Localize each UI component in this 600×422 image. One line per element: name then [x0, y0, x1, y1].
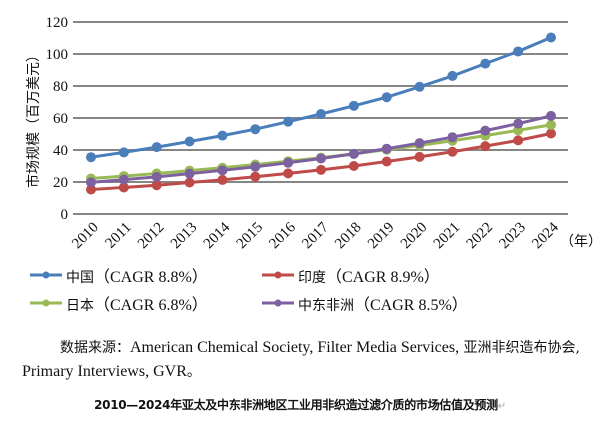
data-point: [381, 156, 392, 167]
data-point: [316, 164, 326, 175]
data-point: [151, 171, 162, 182]
data-point: [118, 147, 129, 158]
data-point: [447, 146, 458, 157]
legend-item-india: 印度（CAGR 8.9%）: [260, 263, 440, 287]
legend-label-china: 中国（CAGR 8.8%）: [66, 269, 208, 286]
data-point: [250, 161, 261, 172]
x-tick-label: 2019: [365, 220, 398, 253]
legend-item-japan: 日本（CAGR 6.8%）: [28, 291, 208, 315]
x-tick-label: 2015: [234, 220, 267, 253]
data-point: [86, 177, 96, 188]
data-point: [86, 152, 96, 163]
x-tick-label: 2021: [431, 220, 464, 253]
data-point: [513, 118, 524, 129]
y-tick-label: 80: [53, 79, 68, 95]
data-point: [414, 138, 425, 149]
legend-marker-mea: [262, 299, 294, 307]
data-point: [414, 81, 425, 92]
data-point: [381, 143, 392, 154]
x-tick-label: 2020: [398, 220, 431, 253]
x-tick-label: 2011: [103, 220, 135, 252]
data-point: [184, 177, 195, 188]
data-point: [546, 128, 556, 139]
legend-item-mea: 中东非洲（CAGR 8.5%）: [260, 291, 468, 315]
data-point: [217, 174, 228, 185]
paragraph-mark-icon: ↵: [497, 401, 506, 412]
data-point: [414, 151, 425, 162]
data-point: [151, 180, 162, 191]
data-point: [86, 184, 96, 195]
data-point: [447, 132, 458, 143]
x-tick-label: 2017: [299, 219, 332, 252]
x-tick-label: 2013: [168, 220, 201, 253]
data-point: [283, 157, 294, 168]
series-group: [86, 32, 556, 195]
y-tick-label: 20: [53, 175, 68, 191]
data-point: [283, 116, 294, 127]
data-point: [480, 141, 491, 152]
data-point: [217, 165, 228, 176]
x-axis-label: （年）: [560, 234, 600, 250]
data-point: [250, 124, 261, 135]
legend-marker-japan: [30, 299, 62, 307]
data-point: [217, 130, 228, 141]
line-chart: 0 20 40 60 80 100 120 2010 2011 2012 2013 2014 2015…: [25, 15, 600, 252]
data-point: [546, 110, 556, 121]
x-tick-label: 2016: [266, 219, 299, 252]
y-tick-label: 100: [46, 47, 69, 63]
data-source-note: 数据来源：American Chemical Society, Filter M…: [22, 339, 580, 380]
data-point: [513, 135, 524, 146]
legend-label-japan: 日本（CAGR 6.8%）: [66, 297, 208, 314]
legend-marker-india: [262, 271, 294, 279]
data-point: [184, 168, 195, 179]
legend-label-india: 印度（CAGR 8.9%）: [298, 269, 440, 286]
data-point: [316, 109, 326, 119]
x-tick-label: 2018: [332, 220, 365, 253]
data-point: [118, 174, 129, 185]
legend-item-china: 中国（CAGR 8.8%）: [28, 263, 208, 287]
data-point: [184, 136, 195, 147]
figure-caption: 2010—2024年亚太及中东非洲地区工业用非织造过滤介质的市场估值及预测↵: [94, 398, 506, 412]
data-point: [348, 148, 359, 159]
x-tick-label: 2022: [464, 220, 497, 253]
x-tick-label: 2014: [201, 219, 234, 252]
data-point: [283, 168, 294, 179]
data-point: [118, 182, 129, 193]
y-tick-label: 60: [53, 111, 68, 127]
data-point: [348, 161, 359, 171]
data-point: [381, 92, 392, 103]
x-tick-label: 2010: [69, 220, 102, 253]
series-3: [86, 110, 556, 188]
series-1: [86, 128, 556, 195]
y-tick-label: 40: [53, 143, 68, 159]
y-tick-label: 120: [46, 15, 69, 31]
series-0: [86, 32, 556, 163]
y-axis-label: 市场规模（百万美元）: [25, 48, 42, 188]
x-tick-label: 2024: [529, 219, 562, 252]
data-point: [316, 153, 326, 164]
x-tick-label: 2012: [135, 220, 168, 253]
data-point: [250, 171, 261, 182]
data-point: [480, 58, 491, 69]
legend-label-mea: 中东非洲（CAGR 8.5%）: [298, 297, 468, 314]
data-point: [546, 32, 556, 43]
x-tick-label: 2023: [496, 220, 529, 253]
legend-marker-china: [30, 271, 62, 279]
y-axis-ticks: 0 20 40 60 80 100 120: [46, 15, 69, 223]
data-point: [151, 142, 162, 153]
data-point: [513, 46, 524, 57]
y-tick-label: 0: [61, 207, 69, 223]
data-point: [480, 125, 491, 136]
data-point: [348, 100, 359, 111]
data-point: [447, 70, 458, 81]
x-axis-ticks: 2010 2011 2012 2013 2014 2015 2016 2017 2018 2019…: [69, 219, 562, 252]
data-point: [546, 119, 556, 130]
